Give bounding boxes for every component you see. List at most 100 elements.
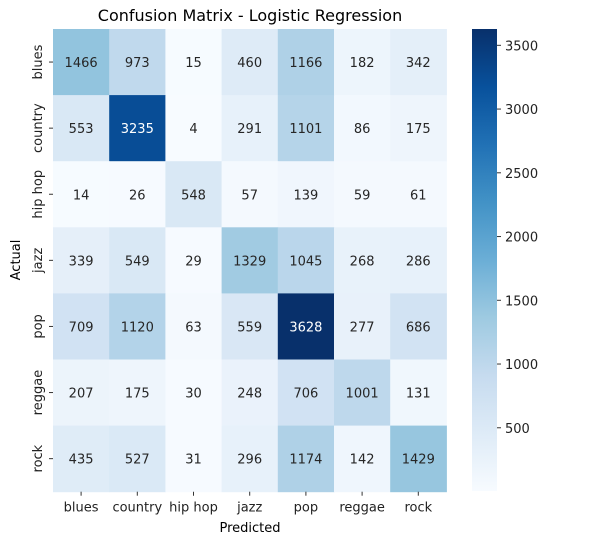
heatmap-cell — [390, 95, 447, 162]
cell-value-label: 460 — [237, 56, 262, 71]
heatmap-cell — [334, 359, 391, 427]
colorbar-tick-label: 2000 — [505, 231, 538, 246]
heatmap-cell — [53, 29, 110, 96]
heatmap-cell — [53, 293, 110, 360]
cell-value-label: 296 — [237, 453, 262, 468]
cell-value-label: 31 — [185, 453, 202, 468]
heatmap-cell — [221, 293, 279, 360]
cell-value-label: 175 — [125, 387, 150, 402]
heatmap-cell — [165, 29, 223, 96]
heatmap-cell — [53, 359, 110, 427]
cell-value-label: 286 — [406, 254, 431, 269]
y-tick-label: reggae — [31, 370, 46, 416]
cell-value-label: 63 — [185, 320, 202, 335]
cell-value-label: 1174 — [289, 453, 322, 468]
colorbar-tick-label: 2500 — [505, 167, 538, 182]
heatmap-cell — [390, 359, 447, 427]
cell-value-label: 1001 — [346, 387, 379, 402]
x-tick-label: reggae — [339, 501, 385, 516]
cell-value-label: 277 — [350, 320, 375, 335]
cell-value-label: 4 — [189, 122, 197, 137]
cell-value-label: 1466 — [65, 56, 98, 71]
heatmap-cell — [334, 95, 391, 162]
x-axis-label: Predicted — [219, 521, 280, 536]
cell-value-label: 527 — [125, 453, 150, 468]
x-axis-ticks: blues country hip hop jazz pop reggae rock — [64, 491, 433, 516]
colorbar-ticks: 500 1000 1500 2000 2500 3000 3500 — [497, 39, 538, 437]
cell-value-label: 1429 — [402, 453, 435, 468]
heatmap-cell — [165, 95, 223, 162]
cell-value-label: 86 — [354, 122, 371, 137]
heatmap-cell — [334, 425, 391, 493]
colorbar: 500 1000 1500 2000 2500 3000 3500 — [472, 29, 538, 491]
cell-value-label: 61 — [410, 188, 427, 203]
heatmap-cell — [390, 293, 447, 360]
cell-value-label: 1101 — [289, 122, 322, 137]
heatmap-cell — [165, 161, 223, 228]
cell-value-label: 15 — [185, 56, 202, 71]
x-tick-label: country — [112, 501, 162, 516]
heatmap-cell — [390, 227, 447, 294]
heatmap-cells: 1466 973 15 460 1166 182 342 553 3235 4 291 1101 86 1… — [53, 29, 447, 493]
heatmap-cell — [221, 161, 279, 228]
y-tick-label: jazz — [31, 248, 46, 274]
cell-value-label: 1045 — [289, 254, 322, 269]
heatmap-cell — [390, 161, 447, 228]
cell-value-label: 207 — [69, 387, 94, 402]
heatmap-cell — [221, 95, 279, 162]
cell-value-label: 26 — [129, 188, 146, 203]
heatmap-cell — [221, 425, 279, 493]
heatmap-cell — [109, 293, 166, 360]
heatmap-cell — [277, 227, 335, 294]
cell-value-label: 973 — [125, 56, 150, 71]
colorbar-gradient — [472, 29, 497, 491]
heatmap-cell — [109, 227, 166, 294]
cell-value-label: 14 — [73, 188, 90, 203]
heatmap-cell — [334, 161, 391, 228]
heatmap-cell — [221, 29, 279, 96]
heatmap-cell — [109, 359, 166, 427]
y-tick-label: rock — [31, 444, 46, 472]
cell-value-label: 435 — [69, 453, 94, 468]
cell-value-label: 548 — [181, 188, 206, 203]
heatmap-cell — [109, 161, 166, 228]
cell-value-label: 29 — [185, 254, 202, 269]
cell-value-label: 1120 — [121, 320, 154, 335]
cell-value-label: 139 — [293, 188, 318, 203]
cell-value-label: 248 — [237, 387, 262, 402]
cell-value-label: 709 — [69, 320, 94, 335]
heatmap-cell — [165, 227, 223, 294]
cell-value-label: 686 — [406, 320, 431, 335]
cell-value-label: 339 — [69, 254, 94, 269]
x-tick-label: rock — [404, 501, 432, 516]
heatmap-cell — [53, 227, 110, 294]
colorbar-tick-label: 1000 — [505, 358, 538, 373]
x-tick-label: hip hop — [169, 501, 218, 516]
colorbar-tick-label: 3000 — [505, 103, 538, 118]
cell-value-label: 142 — [350, 453, 375, 468]
x-tick-label: pop — [294, 501, 318, 516]
cell-value-label: 59 — [354, 188, 371, 203]
cell-value-label: 182 — [350, 56, 375, 71]
heatmap-cell — [277, 293, 335, 360]
heatmap-cell — [277, 95, 335, 162]
heatmap-cell — [334, 29, 391, 96]
heatmap-cell — [390, 425, 447, 493]
x-tick-label: blues — [64, 501, 99, 516]
cell-value-label: 57 — [241, 188, 258, 203]
heatmap-cell — [165, 293, 223, 360]
heatmap-cell — [221, 359, 279, 427]
y-tick-label: hip hop — [31, 170, 46, 219]
cell-value-label: 131 — [406, 387, 431, 402]
x-tick-label: jazz — [236, 501, 262, 516]
cell-value-label: 3235 — [121, 122, 154, 137]
cell-value-label: 706 — [293, 387, 318, 402]
chart-title: Confusion Matrix - Logistic Regression — [98, 6, 402, 25]
heatmap-cell — [334, 227, 391, 294]
heatmap-cell — [277, 359, 335, 427]
heatmap-cell — [221, 227, 279, 294]
cell-value-label: 553 — [69, 122, 94, 137]
cell-value-label: 342 — [406, 56, 431, 71]
cell-value-label: 268 — [350, 254, 375, 269]
